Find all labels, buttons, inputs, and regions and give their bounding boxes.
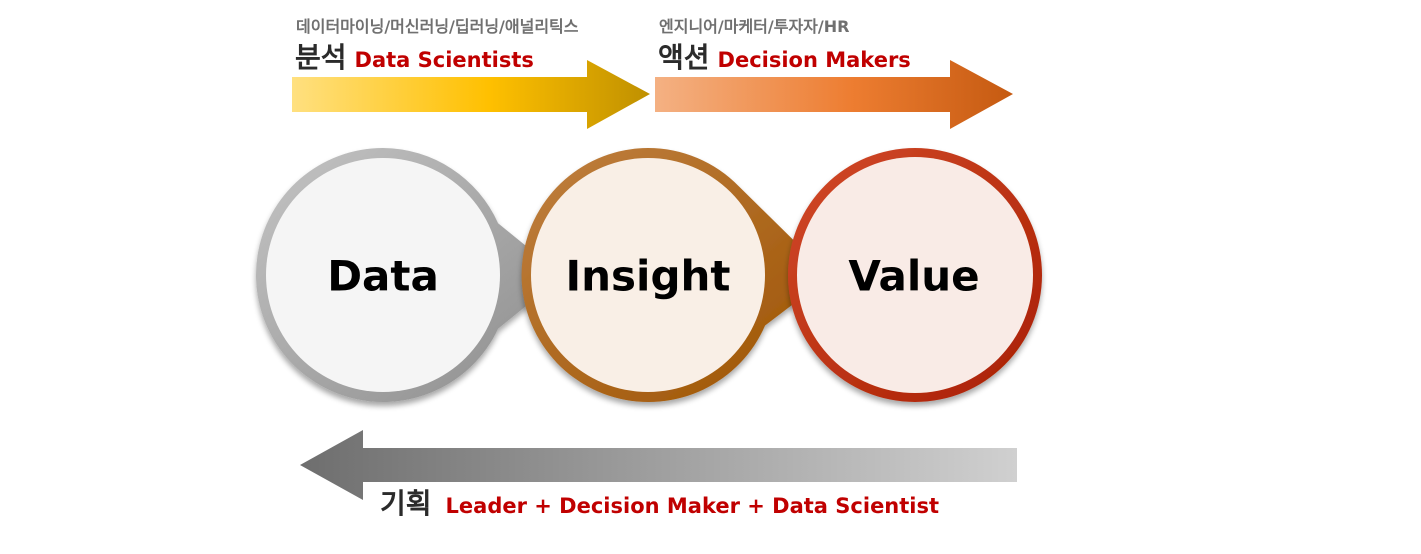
action-title-en: Decision Makers	[717, 48, 911, 72]
action-heading: 액션 Decision Makers	[658, 36, 911, 76]
planning-title-en: Leader + Decision Maker + Data Scientist	[445, 494, 940, 518]
node-value	[788, 148, 1042, 402]
analysis-arrow	[292, 60, 650, 129]
planning-heading: 기획 Leader + Decision Maker + Data Scient…	[380, 482, 939, 522]
node-insight	[521, 148, 830, 402]
node-value-label: Value	[848, 251, 980, 301]
node-data-fill	[266, 158, 500, 392]
action-subtitle: 엔지니어/마케터/투자자/HR	[659, 17, 850, 36]
action-title-kr: 액션	[658, 41, 710, 74]
analysis-title-kr: 분석	[295, 41, 347, 74]
node-value-fill	[797, 157, 1033, 393]
action-arrow	[655, 60, 1013, 129]
node-data-label: Data	[327, 251, 439, 301]
analysis-heading: 분석 Data Scientists	[295, 36, 534, 76]
node-insight-label: Insight	[565, 251, 731, 301]
node-insight-fill	[531, 158, 765, 392]
node-data	[256, 148, 563, 402]
analysis-title-en: Data Scientists	[354, 48, 534, 72]
analysis-subtitle: 데이터마이닝/머신러닝/딥러닝/애널리틱스	[296, 17, 579, 36]
planning-arrow	[300, 430, 1017, 500]
planning-title-kr: 기획	[380, 487, 432, 520]
